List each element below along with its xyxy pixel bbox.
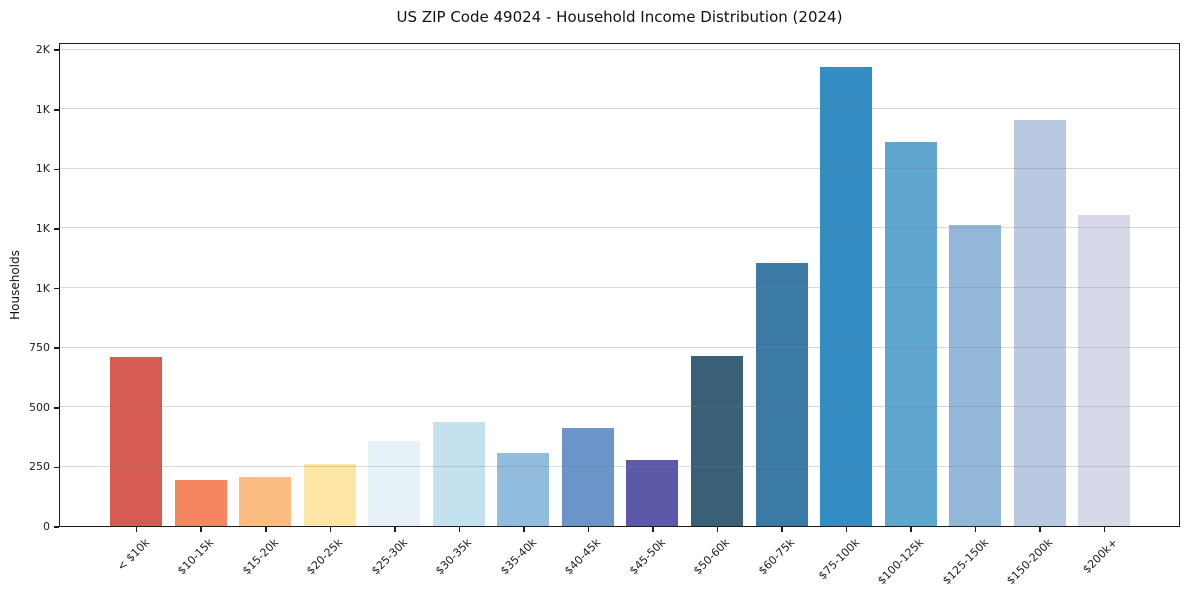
bar-$25-30k (368, 441, 421, 526)
bar-$150-200k (1013, 119, 1066, 526)
x-tick-label: $25-30k (368, 536, 411, 578)
x-tick-label: $35-40k (497, 536, 540, 578)
x-tick-label: $60-75k (755, 536, 798, 578)
chart-title: US ZIP Code 49024 - Household Income Dis… (396, 8, 843, 26)
x-tick-label: $125-150k (939, 536, 991, 588)
bar-$60-75k (755, 262, 808, 526)
bar-$20-25k (303, 464, 356, 526)
bar-layer (60, 44, 1179, 526)
x-tick-mark (523, 527, 525, 532)
x-tick-label: $100-125k (875, 536, 927, 588)
bar-$200k+ (1078, 214, 1131, 526)
x-tick-label: $15-20k (239, 536, 281, 578)
y-tick-label: 250 (29, 460, 50, 474)
x-tick-mark (781, 527, 783, 532)
x-tick-mark (587, 527, 590, 532)
y-tick-label: 750 (29, 341, 50, 355)
y-tick-label: 1K (35, 162, 50, 176)
y-tick-mark (54, 407, 59, 409)
x-tick-label: $30-35k (433, 536, 475, 578)
x-tick-label: $45-50k (626, 536, 669, 578)
bar-$35-40k (497, 452, 550, 526)
bar-$30-35k (432, 422, 485, 526)
x-tick-mark (394, 527, 396, 532)
y-tick-label: 1K (35, 102, 50, 116)
x-tick-mark (910, 527, 912, 532)
x-tick-mark (1103, 527, 1106, 532)
y-tick-label: 1K (35, 281, 50, 295)
y-tick-mark (54, 466, 59, 469)
x-tick-label: < $10k (114, 536, 152, 574)
x-tick-mark (974, 527, 977, 532)
y-tick-mark (54, 347, 59, 349)
bar-< $10k (110, 356, 163, 526)
bar-$75-100k (820, 66, 873, 526)
bar-$50-60k (690, 356, 743, 526)
x-tick-mark (200, 527, 202, 532)
bar-$45-50k (626, 459, 679, 526)
x-tick-mark (329, 527, 332, 532)
x-tick-label: $150-200k (1004, 536, 1056, 588)
x-tick-mark (458, 527, 461, 532)
x-tick-label: $40-45k (562, 536, 604, 578)
y-tick-label: 0 (43, 520, 50, 533)
y-tick-label: 2K (35, 43, 50, 57)
x-tick-label: $200k+ (1079, 536, 1120, 577)
x-tick-mark (845, 527, 848, 532)
y-tick-mark (54, 168, 59, 171)
x-tick-mark (1039, 527, 1041, 532)
plot-area (59, 43, 1180, 527)
x-tick-label: $75-100k (815, 536, 862, 583)
y-tick-mark (54, 49, 59, 51)
x-tick-mark (265, 527, 267, 532)
y-tick-mark (54, 287, 59, 290)
bar-$125-150k (949, 224, 1002, 526)
y-tick-mark (54, 526, 59, 528)
x-tick-mark (716, 527, 719, 532)
x-tick-mark (652, 527, 654, 532)
y-tick-label: 500 (29, 400, 50, 414)
x-tick-label: $20-25k (304, 536, 346, 578)
bar-$10-15k (174, 479, 227, 526)
bar-$40-45k (561, 428, 614, 526)
y-tick-mark (54, 109, 59, 111)
y-tick-mark (54, 228, 59, 230)
y-tick-label: 1K (35, 221, 50, 235)
x-tick-label: $50-60k (691, 536, 733, 578)
x-tick-label: $10-15k (175, 536, 217, 578)
bar-$15-20k (239, 476, 292, 526)
bar-$100-125k (884, 141, 937, 526)
x-tick-mark (135, 527, 138, 532)
